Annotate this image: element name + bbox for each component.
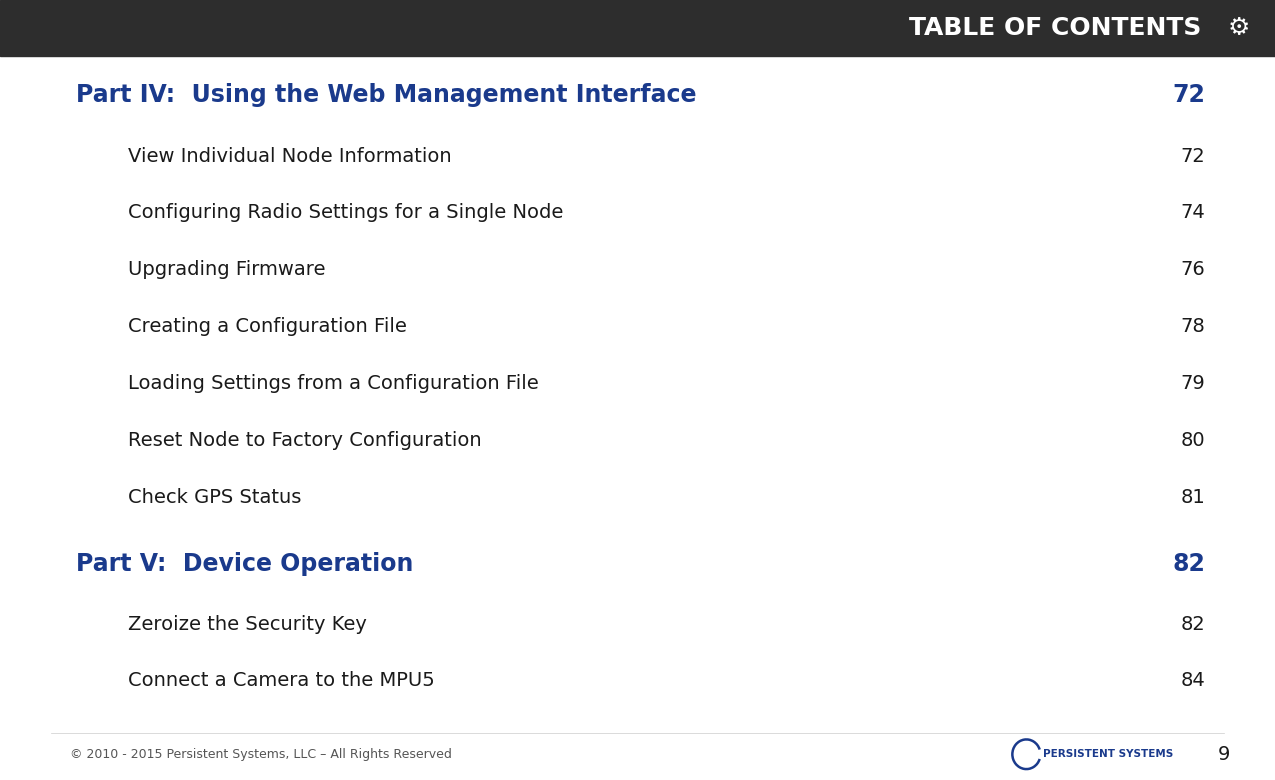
Text: Check GPS Status: Check GPS Status bbox=[128, 488, 301, 507]
Text: Reset Node to Factory Configuration: Reset Node to Factory Configuration bbox=[128, 431, 481, 450]
Text: Connect a Camera to the MPU5: Connect a Camera to the MPU5 bbox=[128, 672, 435, 690]
Text: 72: 72 bbox=[1181, 147, 1205, 165]
Text: View Individual Node Information: View Individual Node Information bbox=[128, 147, 451, 165]
Text: 80: 80 bbox=[1181, 431, 1205, 450]
Text: Upgrading Firmware: Upgrading Firmware bbox=[128, 261, 325, 279]
Text: Part IV:  Using the Web Management Interface: Part IV: Using the Web Management Interf… bbox=[76, 83, 697, 107]
Text: TABLE OF CONTENTS: TABLE OF CONTENTS bbox=[909, 16, 1201, 40]
Text: Loading Settings from a Configuration File: Loading Settings from a Configuration Fi… bbox=[128, 374, 538, 393]
Text: 84: 84 bbox=[1181, 672, 1205, 690]
Text: Creating a Configuration File: Creating a Configuration File bbox=[128, 317, 407, 336]
Text: 79: 79 bbox=[1181, 374, 1205, 393]
Text: Part V:  Device Operation: Part V: Device Operation bbox=[76, 552, 414, 576]
Text: 74: 74 bbox=[1181, 204, 1205, 222]
Text: © 2010 - 2015 Persistent Systems, LLC – All Rights Reserved: © 2010 - 2015 Persistent Systems, LLC – … bbox=[70, 748, 453, 760]
Text: 72: 72 bbox=[1172, 83, 1205, 107]
Text: Zeroize the Security Key: Zeroize the Security Key bbox=[128, 615, 366, 633]
Text: PERSISTENT SYSTEMS: PERSISTENT SYSTEMS bbox=[1043, 750, 1173, 759]
Text: Configuring Radio Settings for a Single Node: Configuring Radio Settings for a Single … bbox=[128, 204, 562, 222]
Text: 9: 9 bbox=[1218, 745, 1230, 764]
Text: 78: 78 bbox=[1181, 317, 1205, 336]
Bar bbox=[0, 0, 1275, 56]
Text: 81: 81 bbox=[1181, 488, 1205, 507]
Text: ⚙: ⚙ bbox=[1228, 16, 1251, 40]
Text: 82: 82 bbox=[1181, 615, 1205, 633]
Text: 76: 76 bbox=[1181, 261, 1205, 279]
Text: 82: 82 bbox=[1172, 552, 1205, 576]
